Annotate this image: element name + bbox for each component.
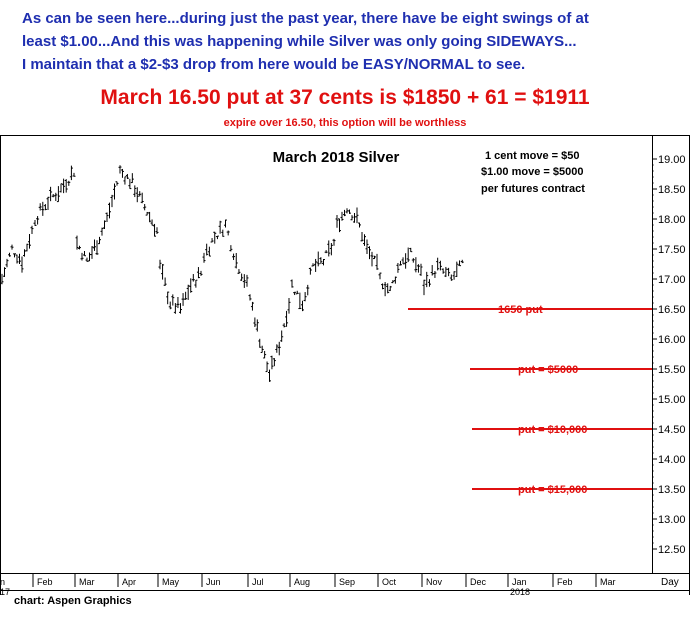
chart-note-1: 1 cent move = $50 — [485, 150, 579, 162]
x-tick-label: Oct — [382, 577, 397, 587]
y-tick-label: 17.50 — [658, 244, 686, 256]
chart-title: March 2018 Silver — [273, 149, 400, 166]
x-tick-label: Nov — [426, 577, 443, 587]
y-tick-label: 16.50 — [658, 304, 686, 316]
y-tick-label: 14.50 — [658, 424, 686, 436]
put-level-label: put = $5000 — [518, 364, 578, 376]
chart-note-2: $1.00 move = $5000 — [481, 166, 583, 178]
chart-credit: chart: Aspen Graphics — [14, 595, 132, 607]
x-tick-label: Jul — [252, 577, 264, 587]
y-tick-label: 12.50 — [658, 544, 686, 556]
x-tick-label: Jun — [206, 577, 221, 587]
x-tick-label: Dec — [470, 577, 487, 587]
header-line-2: least $1.00...And this was happening whi… — [22, 33, 577, 50]
x-tick-label: n — [0, 577, 5, 587]
chart-note-3: per futures contract — [481, 183, 585, 195]
y-tick-label: 13.00 — [658, 514, 686, 526]
y-tick-label: 18.50 — [658, 184, 686, 196]
headline: March 16.50 put at 37 cents is $1850 + 6… — [100, 86, 590, 109]
x-axis-title: Day — [661, 577, 679, 588]
year-label: 17 — [0, 587, 10, 595]
x-tick-label: Apr — [122, 577, 136, 587]
year-label: 2018 — [510, 587, 530, 595]
x-tick-label: Aug — [294, 577, 310, 587]
y-tick-label: 17.00 — [658, 274, 686, 286]
put-level-label: put = $10,000 — [518, 424, 587, 436]
header: As can be seen here...during just the pa… — [0, 0, 690, 135]
x-tick-label: Mar — [79, 577, 95, 587]
y-tick-label: 15.00 — [658, 394, 686, 406]
y-tick-label: 16.00 — [658, 334, 686, 346]
x-tick-label: Mar — [600, 577, 616, 587]
x-tick-label: Feb — [37, 577, 53, 587]
y-tick-label: 13.50 — [658, 484, 686, 496]
x-tick-label: Feb — [557, 577, 573, 587]
y-tick-label: 18.00 — [658, 214, 686, 226]
y-tick-label: 15.50 — [658, 364, 686, 376]
header-line-3: I maintain that a $2-$3 drop from here w… — [22, 56, 526, 73]
chart-border — [0, 135, 690, 595]
x-tick-label: May — [162, 577, 180, 587]
subline: expire over 16.50, this option will be w… — [223, 117, 467, 129]
y-tick-label: 14.00 — [658, 454, 686, 466]
put-level-label: put = $15,000 — [518, 484, 587, 496]
silver-chart: 1650 put put = $5000 put = $10,000 put = $1… — [0, 135, 690, 595]
y-tick-label: 19.00 — [658, 154, 686, 166]
x-tick-label: Jan — [512, 577, 527, 587]
header-line-1: As can be seen here...during just the pa… — [22, 10, 589, 27]
x-tick-label: Sep — [339, 577, 355, 587]
put-level-label: 1650 put — [498, 304, 543, 316]
